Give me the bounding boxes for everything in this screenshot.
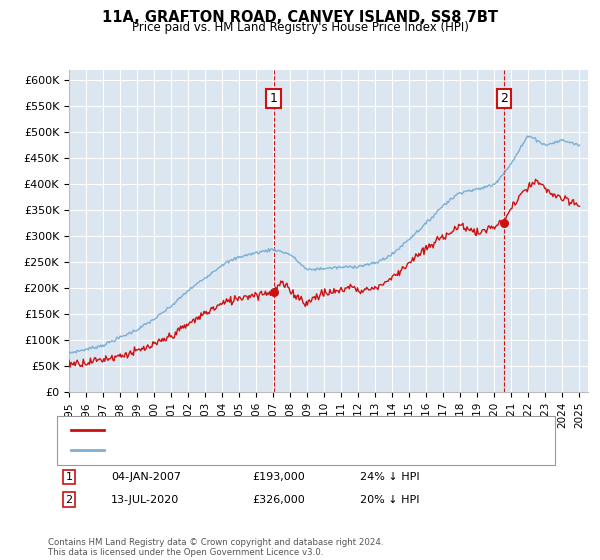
Text: 2: 2 [500,92,508,105]
Text: 13-JUL-2020: 13-JUL-2020 [111,494,179,505]
Text: 20% ↓ HPI: 20% ↓ HPI [360,494,419,505]
Text: HPI: Average price, detached house, Castle Point: HPI: Average price, detached house, Cast… [111,445,378,455]
Text: 1: 1 [269,92,277,105]
Text: 11A, GRAFTON ROAD, CANVEY ISLAND, SS8 7BT (detached house): 11A, GRAFTON ROAD, CANVEY ISLAND, SS8 7B… [111,425,474,435]
Text: 11A, GRAFTON ROAD, CANVEY ISLAND, SS8 7BT: 11A, GRAFTON ROAD, CANVEY ISLAND, SS8 7B… [102,10,498,25]
Text: 24% ↓ HPI: 24% ↓ HPI [360,472,419,482]
Text: 1: 1 [65,472,73,482]
Text: Contains HM Land Registry data © Crown copyright and database right 2024.
This d: Contains HM Land Registry data © Crown c… [48,538,383,557]
Text: 2: 2 [65,494,73,505]
Text: £193,000: £193,000 [252,472,305,482]
Text: Price paid vs. HM Land Registry's House Price Index (HPI): Price paid vs. HM Land Registry's House … [131,21,469,34]
Text: 04-JAN-2007: 04-JAN-2007 [111,472,181,482]
Text: £326,000: £326,000 [252,494,305,505]
